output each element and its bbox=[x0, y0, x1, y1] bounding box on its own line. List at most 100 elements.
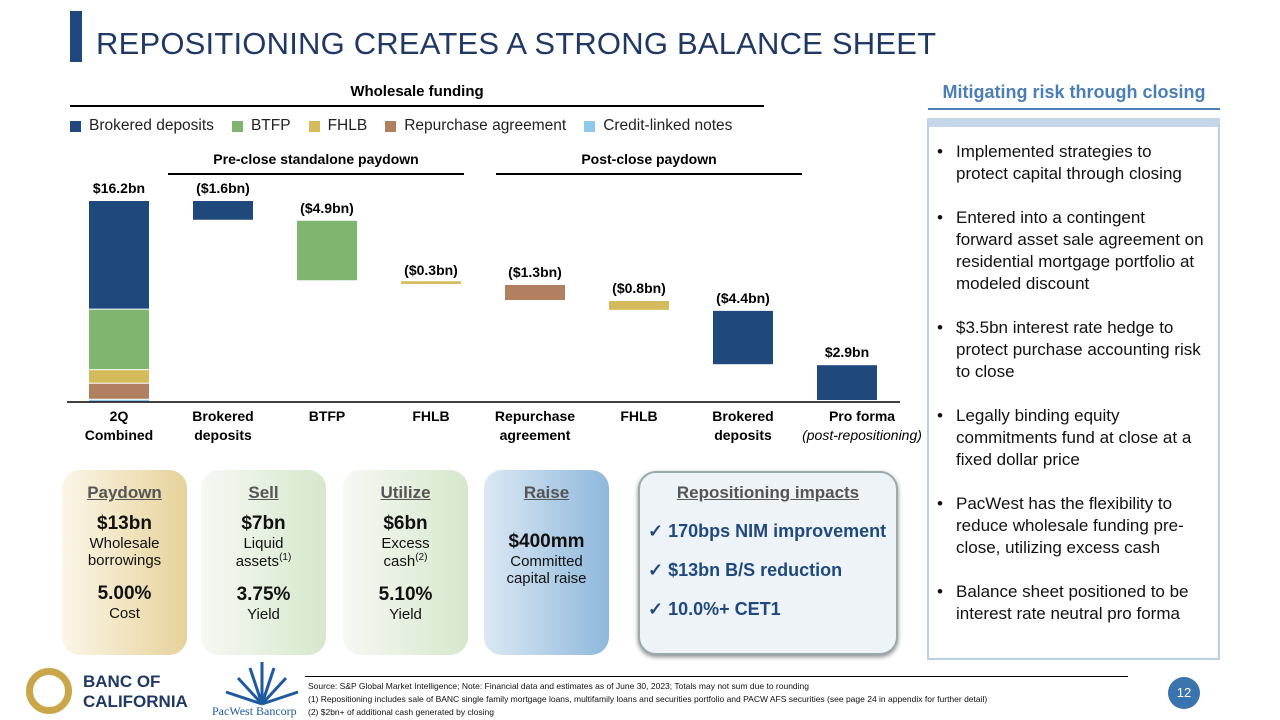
data-label: ($0.3bn) bbox=[404, 262, 458, 278]
tick-line: FHLB bbox=[412, 408, 450, 424]
pacwest-sunburst-icon bbox=[225, 662, 299, 706]
legend-swatch bbox=[308, 120, 320, 132]
tick-line: BTFP bbox=[308, 408, 346, 424]
tick-line: Pro forma bbox=[828, 408, 896, 424]
x-tick-label: FHLB bbox=[376, 407, 486, 426]
tick-line: 2Q bbox=[109, 408, 129, 424]
x-tick-label: Brokered deposits bbox=[168, 407, 278, 445]
card-text: Cost bbox=[109, 605, 140, 622]
data-label: $2.9bn bbox=[825, 344, 869, 360]
bullet: PacWest has the flexibility to reduce wh… bbox=[937, 493, 1206, 559]
bar-change bbox=[297, 220, 357, 281]
legend-label: BTFP bbox=[250, 117, 291, 134]
bar-change bbox=[713, 310, 773, 365]
card-text: Yield bbox=[247, 606, 280, 623]
title-accent-bar bbox=[70, 11, 82, 62]
legend-swatch bbox=[70, 120, 81, 132]
data-label: ($0.8bn) bbox=[612, 280, 666, 296]
footnote: (1) Repositioning includes sale of BANC … bbox=[308, 694, 988, 704]
logo-text: CALIFORNIA bbox=[83, 692, 188, 711]
impact-item: ✓ $13bn B/S reduction bbox=[648, 560, 896, 581]
bar-segment bbox=[89, 309, 149, 370]
card-text: cash bbox=[383, 553, 416, 570]
card-heading: Sell bbox=[248, 483, 279, 502]
legend-label: FHLB bbox=[327, 117, 368, 134]
card-rate: 5.00% bbox=[97, 583, 152, 604]
impact-item: ✓ 10.0%+ CET1 bbox=[648, 599, 896, 620]
repositioning-impacts-box: Repositioning impacts ✓ 170bps NIM impro… bbox=[638, 471, 898, 655]
tick-line: Repurchase bbox=[494, 408, 576, 424]
data-label: $16.2bn bbox=[93, 180, 145, 196]
tick-line: FHLB bbox=[620, 408, 658, 424]
bullet: Balance sheet positioned to be interest … bbox=[937, 581, 1206, 625]
page-number: 12 bbox=[1168, 677, 1200, 709]
waterfall-chart: $16.2bn ($1.6bn) ($4.9bn) ($0.3bn) ($1.3bn) (… bbox=[67, 180, 900, 403]
impacts-heading: Repositioning impacts bbox=[676, 483, 860, 502]
group-label-post-close: Post-close paydown bbox=[581, 151, 717, 167]
bullet: Entered into a contingent forward asset … bbox=[937, 207, 1206, 295]
footnote-ref: (1) bbox=[279, 552, 292, 563]
card-sell: Sell $7bn Liquid assets(1) 3.75% Yield bbox=[201, 470, 326, 655]
card-text: capital raise bbox=[506, 570, 587, 587]
tick-line: deposits bbox=[714, 427, 772, 443]
card-heading: Utilize bbox=[380, 483, 431, 502]
data-label: ($1.6bn) bbox=[196, 180, 250, 196]
data-label: ($4.4bn) bbox=[716, 290, 770, 306]
logo-text: BANC OF bbox=[83, 672, 161, 691]
x-tick-label: Brokered deposits bbox=[688, 407, 798, 445]
legend-label: Credit-linked notes bbox=[603, 117, 733, 134]
bar-segment bbox=[89, 399, 149, 402]
divider bbox=[928, 108, 1220, 110]
legend-label: Repurchase agreement bbox=[404, 117, 567, 134]
x-tick-label: 2Q Combined bbox=[64, 407, 174, 445]
card-rate: 3.75% bbox=[236, 584, 291, 605]
bar-change bbox=[401, 281, 461, 284]
bar-segment bbox=[89, 201, 149, 309]
card-heading: Raise bbox=[523, 483, 570, 502]
tick-line: Brokered bbox=[192, 408, 254, 424]
group-line bbox=[496, 173, 802, 175]
tick-line: agreement bbox=[499, 427, 571, 443]
card-rate: 5.10% bbox=[378, 584, 433, 605]
legend-item: Brokered deposits bbox=[70, 117, 214, 135]
x-tick-label: FHLB bbox=[584, 407, 694, 426]
banc-logo: BANC OF CALIFORNIA bbox=[83, 672, 188, 712]
x-tick-label: Repurchase agreement bbox=[480, 407, 590, 445]
legend-swatch bbox=[385, 120, 397, 132]
card-value: $13bn bbox=[97, 513, 152, 534]
card-value: $7bn bbox=[241, 513, 286, 534]
card-value: $400mm bbox=[508, 531, 585, 552]
legend-item: FHLB bbox=[308, 117, 368, 135]
divider bbox=[70, 105, 764, 107]
data-label: ($1.3bn) bbox=[508, 264, 562, 280]
group-label-pre-close: Pre-close standalone paydown bbox=[213, 151, 419, 167]
card-raise: Raise $400mm Committed capital raise bbox=[484, 470, 609, 655]
bar-change bbox=[609, 301, 669, 310]
footnote: Source: S&P Global Market Intelligence; … bbox=[308, 681, 810, 691]
tick-line: deposits bbox=[194, 427, 252, 443]
right-panel-title: Mitigating risk through closing bbox=[942, 82, 1206, 102]
check-icon: ✓ bbox=[648, 560, 669, 580]
card-text: Wholesale bbox=[89, 535, 160, 552]
tick-line: (post-repositioning) bbox=[802, 427, 922, 443]
legend-item: Credit-linked notes bbox=[584, 117, 732, 135]
card-text: assets bbox=[235, 553, 280, 570]
pacwest-logo: PacWest Bancorp bbox=[212, 704, 297, 718]
bullet: Implemented strategies to protect capita… bbox=[937, 141, 1206, 185]
footnote: (2) $2bn+ of additional cash generated b… bbox=[308, 707, 494, 717]
card-text: Committed bbox=[510, 553, 583, 570]
divider bbox=[305, 676, 1128, 677]
x-tick-label: BTFP bbox=[272, 407, 382, 426]
legend-item: BTFP bbox=[231, 117, 291, 135]
legend-item: Repurchase agreement bbox=[385, 117, 566, 135]
footnote-ref: (2) bbox=[415, 552, 428, 563]
legend-label: Brokered deposits bbox=[89, 117, 214, 134]
card-text: borrowings bbox=[87, 552, 162, 569]
impact-item: ✓ 170bps NIM improvement bbox=[648, 521, 896, 542]
footnotes: Source: S&P Global Market Intelligence; … bbox=[308, 680, 987, 719]
bar-segment bbox=[89, 383, 149, 399]
tick-line: Brokered bbox=[712, 408, 774, 424]
group-line bbox=[168, 173, 464, 175]
data-label: ($4.9bn) bbox=[300, 200, 354, 216]
bar-segment bbox=[89, 370, 149, 383]
